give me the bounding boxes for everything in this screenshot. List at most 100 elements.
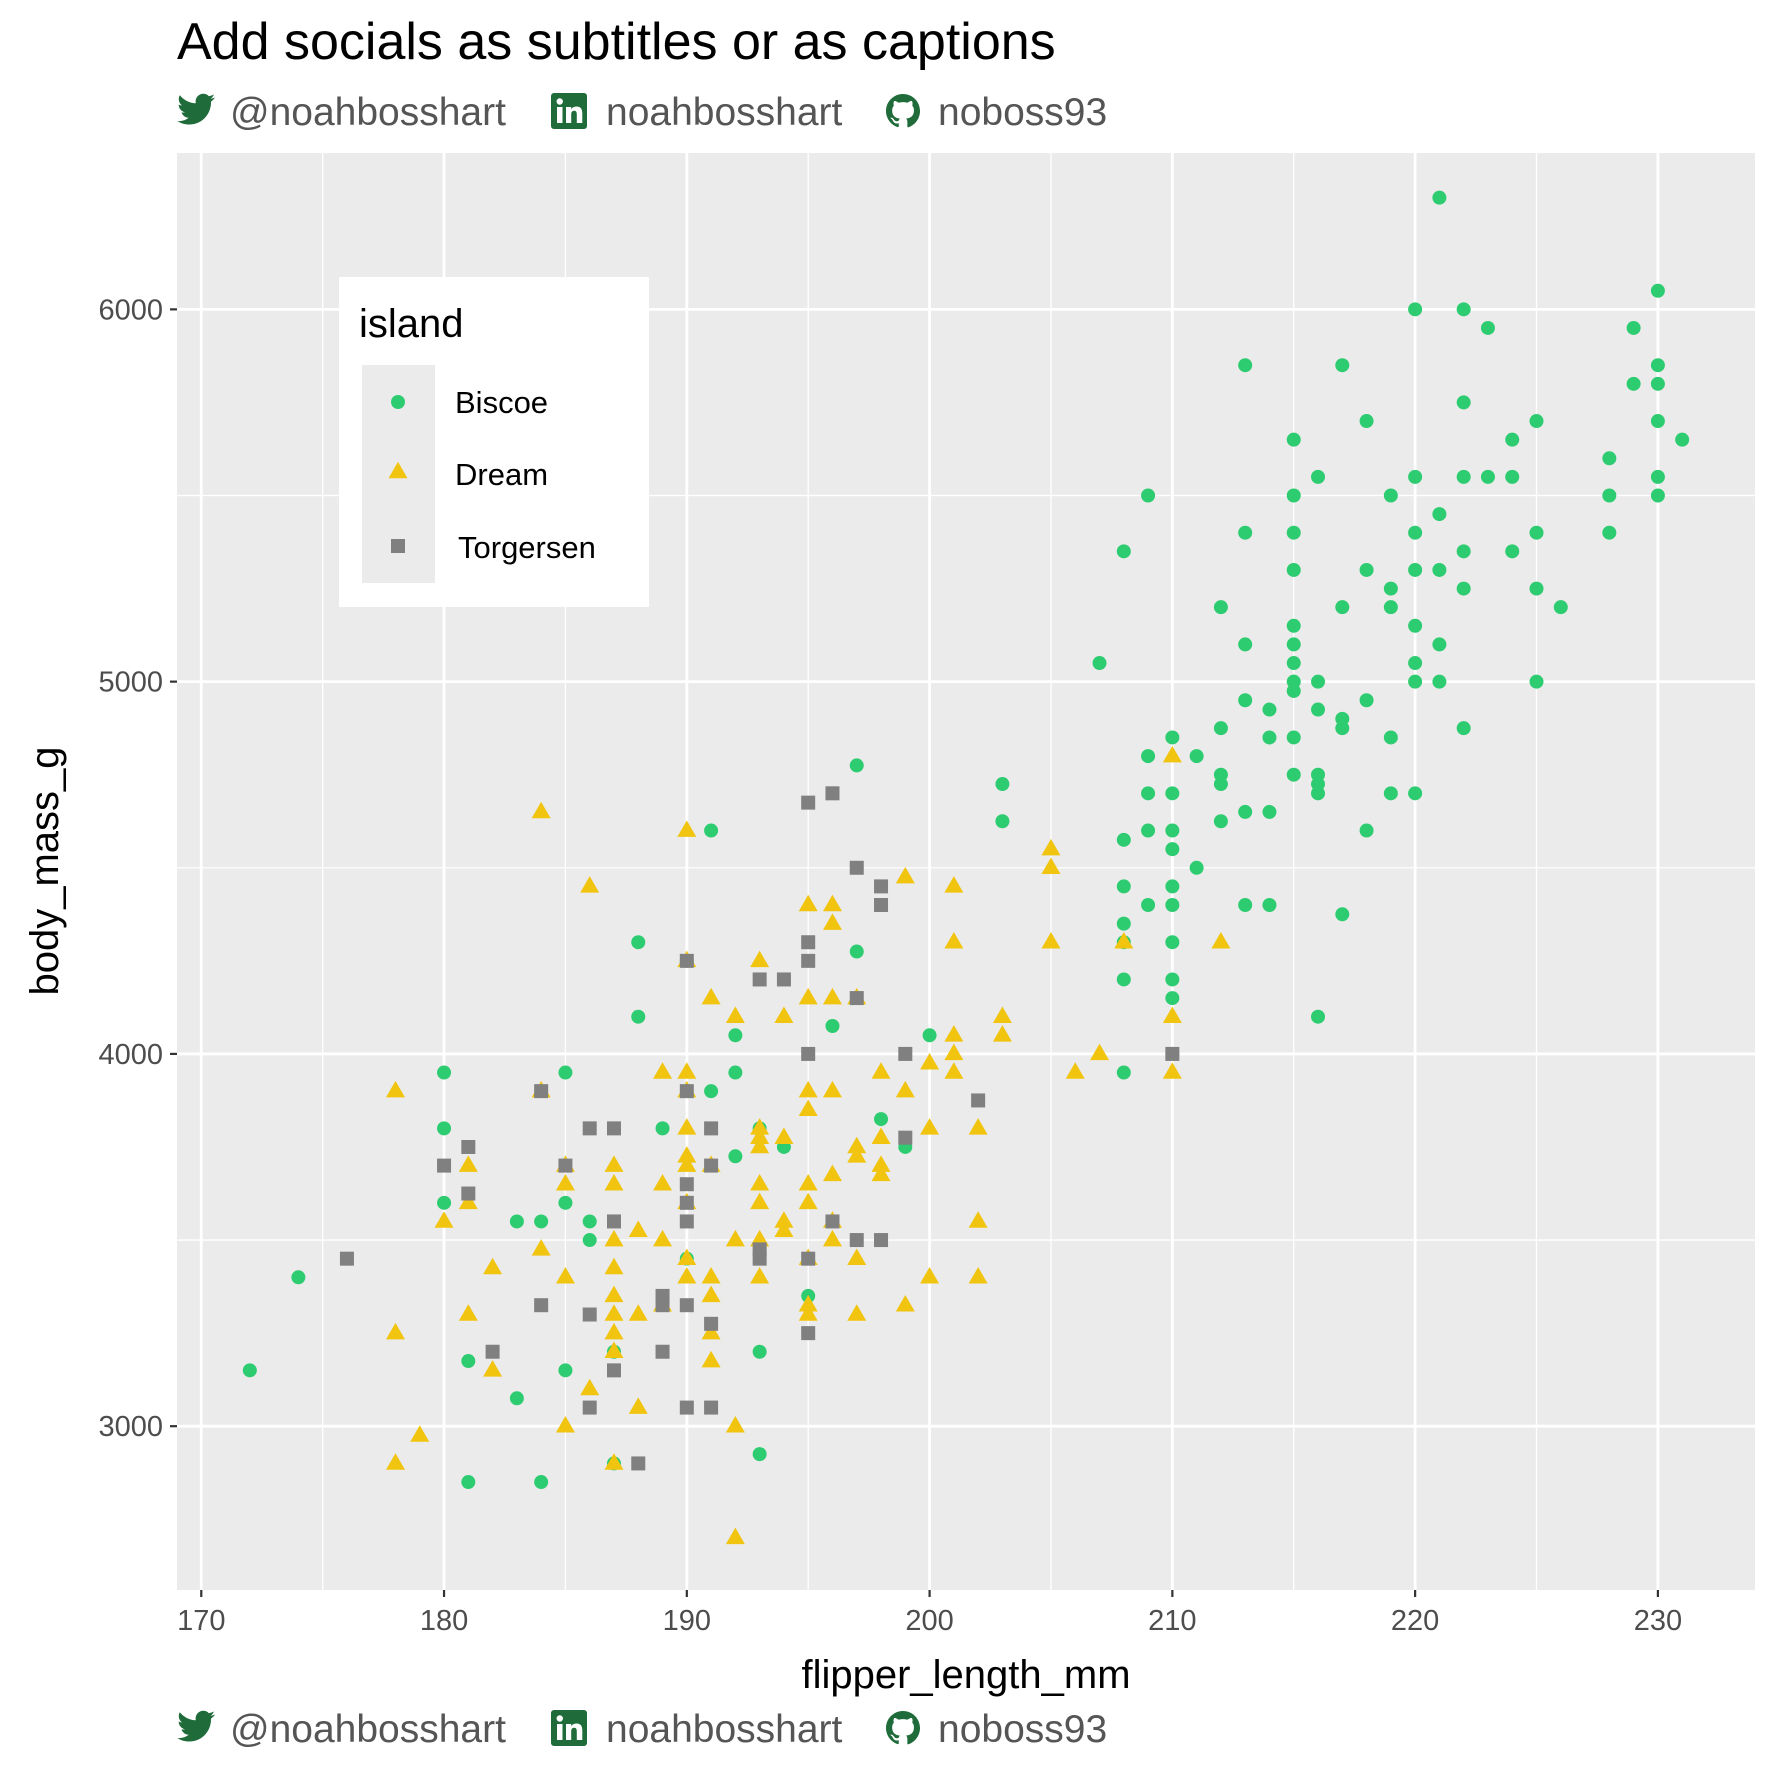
data-point	[849, 991, 864, 1006]
data-point	[1116, 832, 1131, 847]
data-point	[1141, 488, 1156, 503]
grid-major	[177, 153, 1755, 1590]
data-point	[871, 1164, 891, 1182]
data-point	[944, 1062, 964, 1079]
data-point	[971, 1093, 986, 1108]
data-point	[1165, 786, 1180, 801]
data-point	[385, 1322, 405, 1340]
data-point	[944, 1025, 964, 1042]
data-point	[798, 1294, 818, 1312]
data-point	[483, 1360, 503, 1377]
data-point	[801, 1046, 816, 1061]
data-point	[437, 1121, 452, 1136]
y-tick-label: 3000	[98, 1411, 163, 1443]
data-point	[847, 1136, 867, 1154]
data-point	[1480, 469, 1495, 484]
data-point	[531, 1239, 551, 1256]
data-point	[701, 1322, 721, 1340]
data-point	[1650, 414, 1665, 429]
data-point	[704, 1121, 719, 1136]
data-point	[1480, 320, 1495, 335]
legend-label-biscoe: Biscoe	[455, 385, 548, 420]
data-point	[922, 1028, 937, 1043]
y-tick-label: 4000	[98, 1039, 163, 1071]
data-point	[750, 1229, 770, 1247]
data-point	[1432, 674, 1447, 689]
data-point	[461, 1354, 476, 1369]
data-point	[534, 1475, 549, 1490]
data-point	[1383, 488, 1398, 503]
data-point	[1650, 283, 1665, 298]
data-point	[437, 1195, 452, 1210]
data-point	[509, 1391, 524, 1406]
data-point	[677, 1248, 697, 1265]
data-point	[752, 1344, 767, 1359]
data-point	[1602, 525, 1617, 540]
data-point	[1090, 1043, 1110, 1061]
data-point	[1286, 488, 1301, 503]
data-point	[995, 777, 1010, 792]
data-point	[558, 1065, 573, 1080]
data-point	[291, 1270, 306, 1285]
data-point	[1165, 730, 1180, 745]
data-point	[1286, 683, 1301, 698]
data-point	[606, 1121, 621, 1136]
data-point	[580, 1378, 600, 1396]
x-tick-label: 210	[1148, 1605, 1196, 1637]
data-point	[582, 1121, 597, 1136]
data-point	[750, 1173, 770, 1191]
data-point	[1114, 932, 1134, 949]
caption-github-handle: noboss93	[938, 1708, 1107, 1751]
data-point	[1165, 842, 1180, 857]
data-point	[1408, 302, 1423, 317]
data-point	[1432, 637, 1447, 652]
data-point	[558, 1158, 573, 1173]
caption-twitter-handle: @noahbosshart	[230, 1708, 506, 1751]
data-point	[1116, 972, 1131, 987]
data-point	[725, 1229, 745, 1247]
data-point	[725, 1006, 745, 1023]
subtitle-github-handle: noboss93	[938, 91, 1107, 134]
data-point	[1162, 745, 1182, 763]
data-point	[1162, 1006, 1182, 1023]
data-point	[1383, 581, 1398, 596]
data-point	[1529, 525, 1544, 540]
data-point	[701, 1267, 721, 1284]
twitter-icon	[177, 93, 215, 125]
data-point	[874, 879, 889, 894]
data-point	[1238, 637, 1253, 652]
data-point	[1311, 786, 1326, 801]
y-tick-label: 5000	[98, 667, 163, 699]
data-point	[558, 1363, 573, 1378]
github-icon	[886, 1711, 920, 1745]
data-point	[944, 932, 964, 949]
data-point	[968, 1211, 988, 1228]
data-point	[992, 1025, 1012, 1042]
data-point	[677, 1155, 697, 1172]
linkedin-icon	[551, 93, 587, 129]
data-point	[895, 866, 915, 884]
y-axis: 3000 4000 5000 6000	[98, 294, 177, 1443]
data-point	[1286, 656, 1301, 671]
data-point	[822, 913, 842, 930]
data-point	[920, 1118, 940, 1135]
data-point	[801, 1251, 816, 1266]
x-tick-label: 200	[905, 1605, 953, 1637]
data-point	[1286, 637, 1301, 652]
data-point	[1359, 693, 1374, 708]
data-point	[874, 898, 889, 913]
data-point	[895, 1080, 915, 1098]
data-point	[1165, 935, 1180, 950]
data-point	[1335, 721, 1350, 736]
data-point	[968, 1267, 988, 1284]
data-point	[728, 1149, 743, 1164]
data-point	[534, 1214, 549, 1229]
data-point	[1359, 562, 1374, 577]
data-point	[1529, 414, 1544, 429]
x-tick-label: 190	[663, 1605, 711, 1637]
data-point	[1116, 879, 1131, 894]
data-point	[798, 1080, 818, 1098]
data-point	[1238, 358, 1253, 373]
data-point	[485, 1344, 500, 1359]
data-point	[655, 1288, 670, 1303]
